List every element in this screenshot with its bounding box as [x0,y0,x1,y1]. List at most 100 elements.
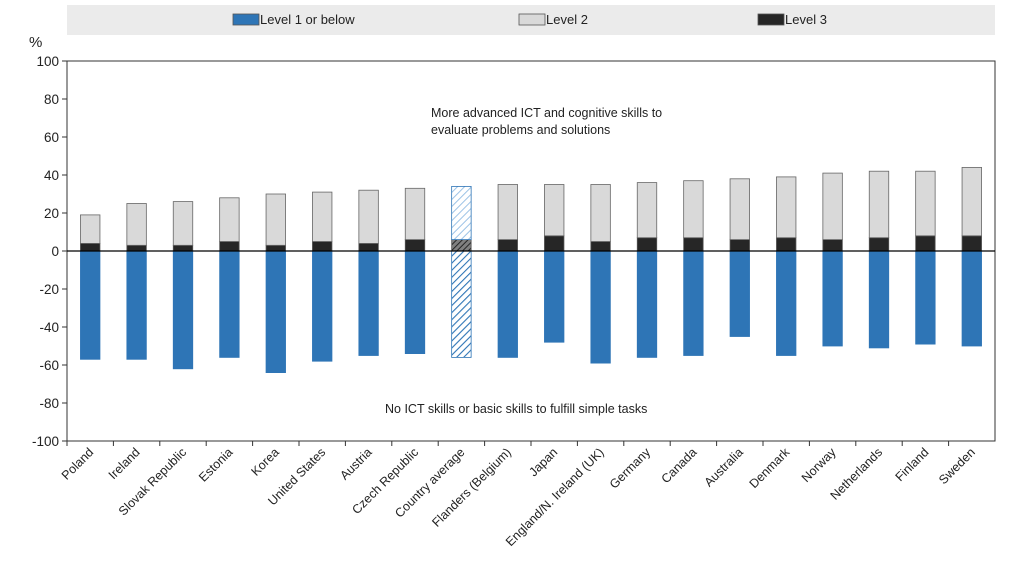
bar-level2-5 [312,191,333,242]
x-tick-label: Germany [607,445,654,492]
bar-level2-1 [126,203,147,246]
bar-level2-6 [358,189,379,244]
bar-level1-1 [126,250,147,360]
bar-level3-17 [868,237,890,252]
bar-level1-19 [961,250,982,347]
y-tick-label: -80 [39,396,59,411]
y-tick-label: -40 [39,320,59,335]
y-tick-label: 100 [36,54,59,69]
bar-level1-0 [80,250,101,360]
bar-level1-11 [590,250,611,364]
bar-level3-15 [776,237,797,252]
bar-level1-7 [404,250,426,354]
y-axis-unit-label: % [29,34,42,51]
annotation-lower: No ICT skills or basic skills to fulfill… [385,402,647,416]
bar-level3-8 [451,239,472,252]
bar-level2-4 [265,193,286,246]
legend: Level 1 or below Level 2 Level 3 [232,12,827,27]
bar-level2-11 [590,184,611,242]
bar-level3-11 [590,241,611,252]
y-axis: 100 80 60 40 20 0 -20 -40 -60 -80 -100 [32,54,67,449]
bar-level1-5 [312,250,333,362]
x-tick-label: Austria [337,445,374,482]
bar-level1-10 [544,250,565,343]
bar-level1-8 [451,250,472,358]
x-tick-label: Norway [799,445,839,485]
bar-level2-9 [497,184,518,240]
bar-level1-16 [822,250,843,347]
x-tick-label: Estonia [196,445,235,484]
bar-level2-18 [915,170,936,237]
y-tick-label: -20 [39,282,59,297]
x-tick-label: Denmark [747,445,793,491]
bar-level3-12 [636,237,658,252]
y-tick-label: 20 [44,206,59,221]
bars [80,166,982,373]
bar-level3-5 [312,241,333,252]
legend-swatch [232,13,260,26]
bar-level1-18 [915,250,936,345]
bar-level2-17 [868,170,890,239]
bar-level1-4 [265,250,286,373]
x-tick-label: Flanders (Belgium) [429,445,514,530]
x-tick-label: England/N. Ireland (UK) [503,445,607,549]
y-tick-label: 60 [44,130,59,145]
x-tick-label: Canada [659,445,700,486]
bar-level1-12 [636,250,658,358]
bar-level1-15 [776,250,797,356]
bar-level2-2 [172,201,194,246]
bar-level2-15 [776,176,797,239]
bar-level3-6 [358,242,379,252]
legend-label: Level 1 or below [260,12,355,27]
y-tick-label: -60 [39,358,59,373]
x-tick-label: Poland [59,445,96,482]
bar-level3-13 [683,237,704,252]
bar-level2-19 [961,166,982,237]
bar-level1-9 [497,250,518,358]
bar-level1-14 [729,250,750,337]
bar-level3-10 [544,235,565,252]
y-tick-label: 80 [44,92,59,107]
x-tick-label: Ireland [106,445,143,482]
y-tick-label: 0 [51,244,59,259]
bar-level2-10 [544,184,565,237]
bar-level2-0 [80,214,101,244]
bar-level3-0 [80,242,101,252]
bar-level1-3 [219,250,240,358]
bar-level3-3 [219,241,240,252]
bar-level3-7 [404,239,426,252]
bar-level3-1 [126,244,147,252]
bar-level3-19 [961,235,982,252]
bar-level3-4 [265,244,286,252]
bar-level2-13 [683,180,704,239]
bar-level2-8 [451,185,472,240]
bar-level2-16 [822,172,843,241]
bar-level3-18 [915,235,936,252]
x-tick-label: Australia [702,445,746,489]
annotation-upper-line-1: More advanced ICT and cognitive skills t… [431,106,662,120]
bar-level3-9 [497,239,518,252]
bar-level1-2 [172,250,194,370]
bar-level2-3 [219,197,240,242]
y-tick-label: 40 [44,168,59,183]
annotation-upper-line-2: evaluate problems and solutions [431,123,610,137]
legend-label: Level 3 [785,12,827,27]
x-tick-label: Japan [526,445,560,479]
bar-level1-13 [683,250,704,356]
legend-swatch [757,13,785,26]
bar-level2-7 [404,187,426,241]
y-tick-label: -100 [32,434,59,449]
legend-label: Level 2 [546,12,588,27]
bar-level3-14 [729,239,750,252]
bar-level3-2 [172,244,194,252]
x-tick-label: Finland [893,445,932,484]
legend-swatch [518,13,546,26]
x-tick-label: Sweden [936,445,978,487]
bar-level1-6 [358,250,379,356]
bar-level1-17 [868,250,890,349]
bar-level3-16 [822,239,843,252]
bar-level2-12 [636,182,658,239]
